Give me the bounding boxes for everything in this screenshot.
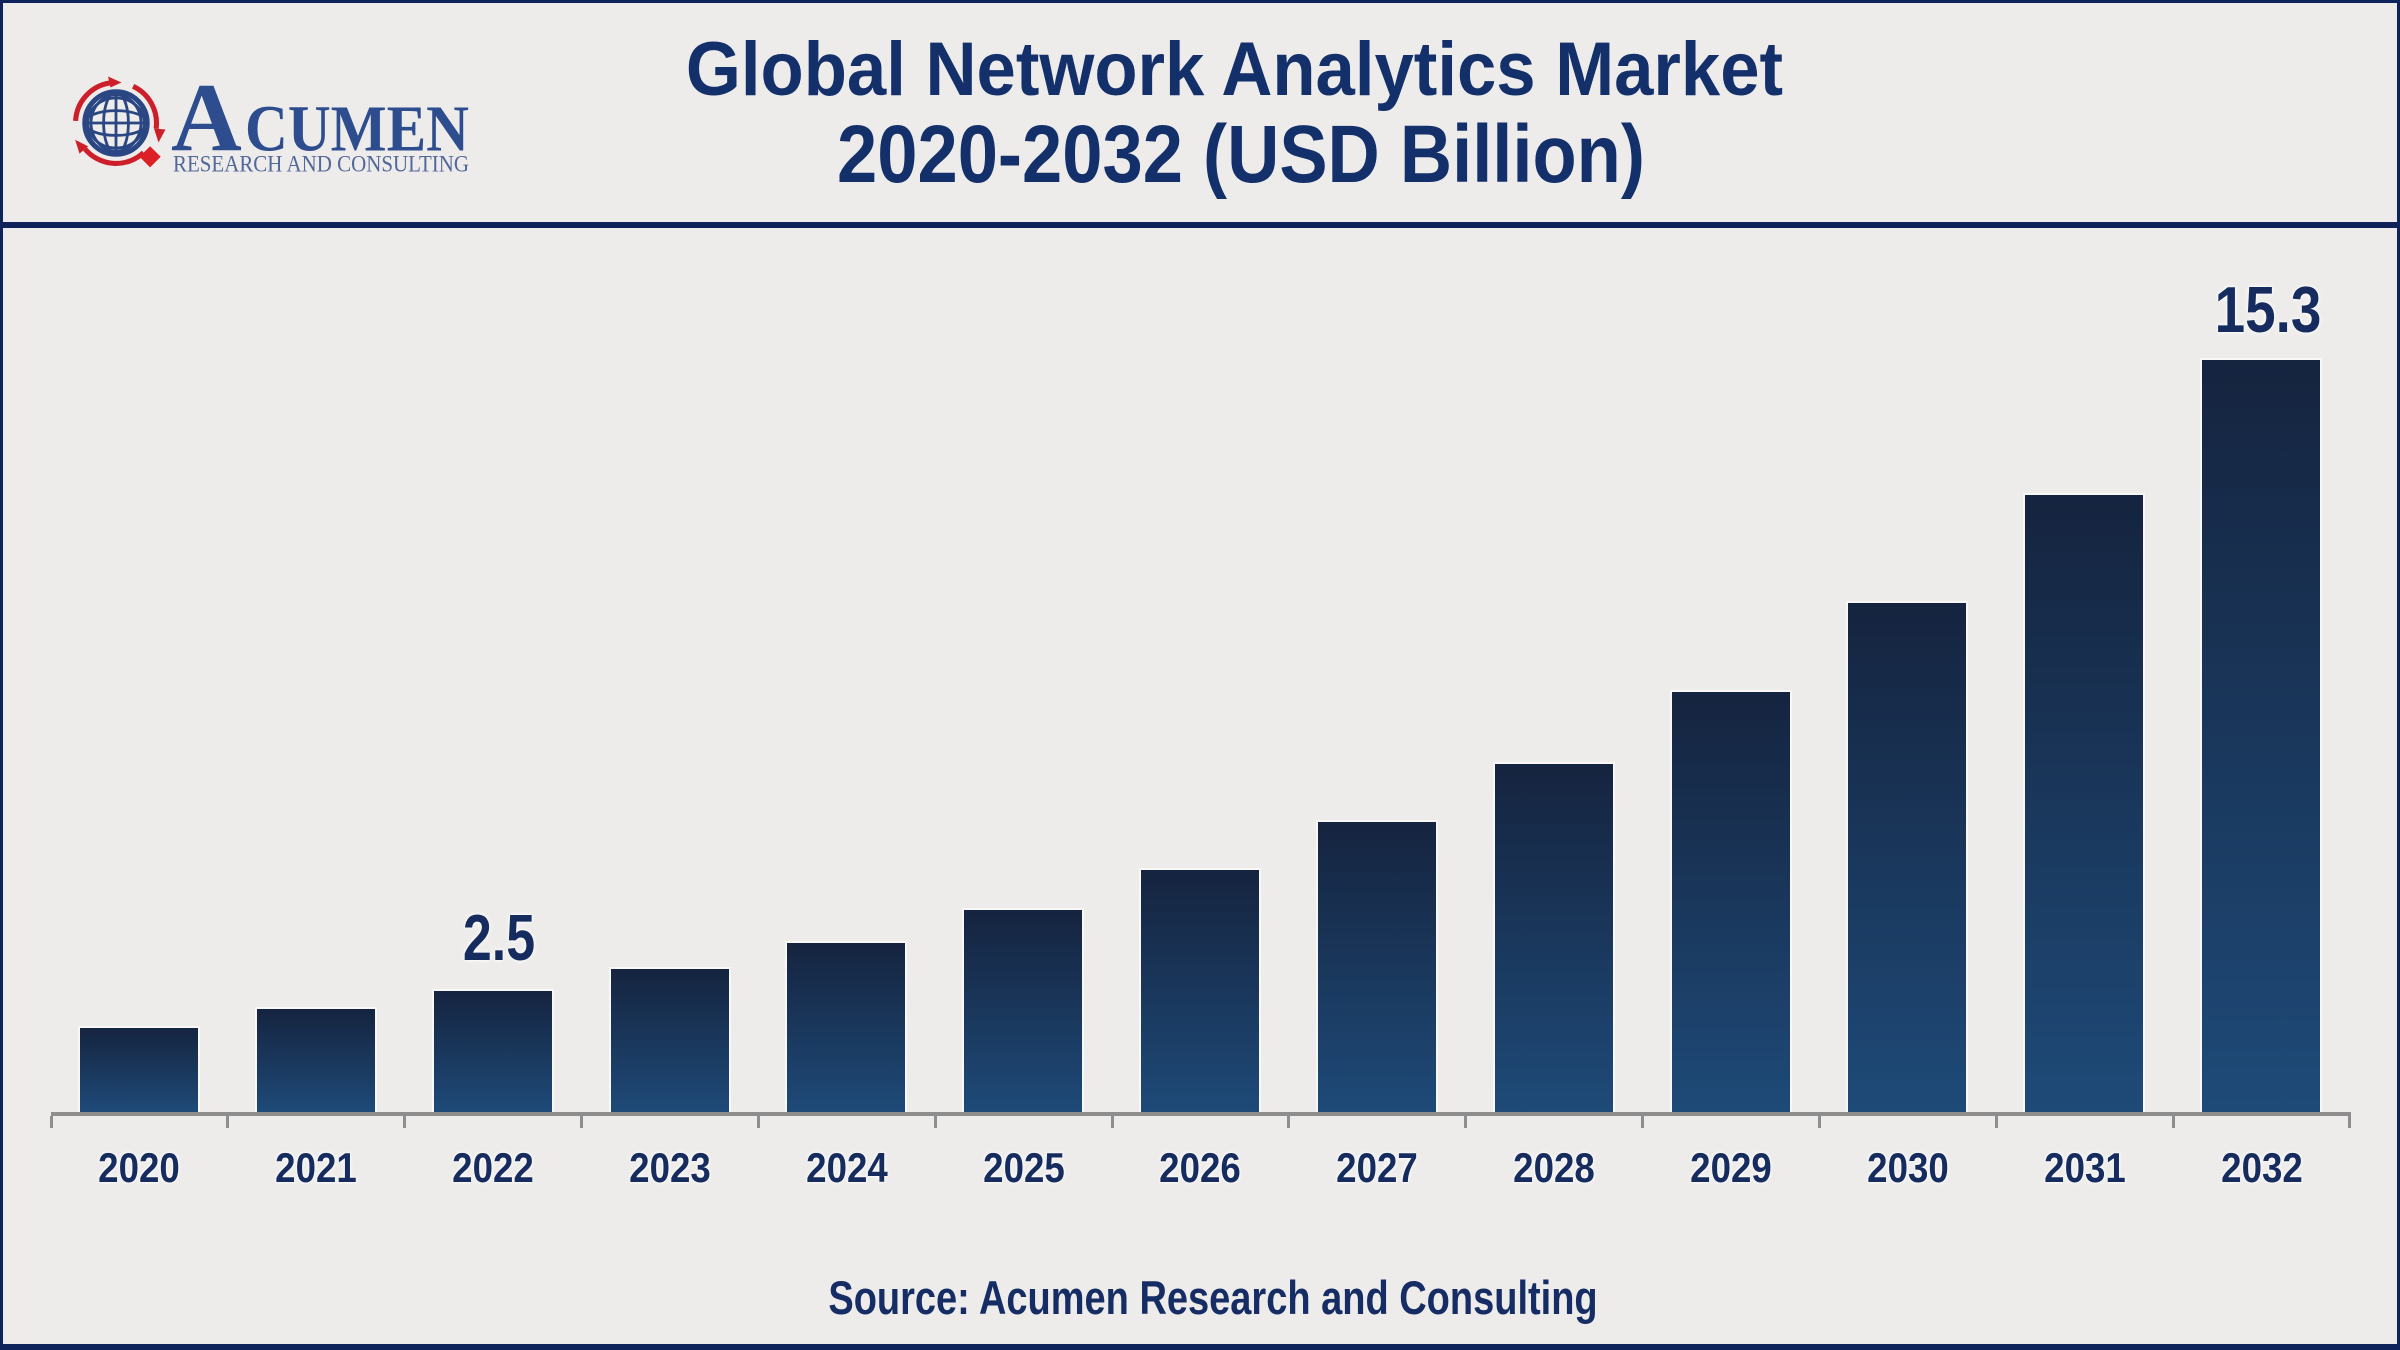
svg-text:RESEARCH AND CONSULTING: RESEARCH AND CONSULTING [173,152,469,177]
svg-text:A: A [171,65,242,173]
svg-text:CUMEN: CUMEN [245,93,469,166]
